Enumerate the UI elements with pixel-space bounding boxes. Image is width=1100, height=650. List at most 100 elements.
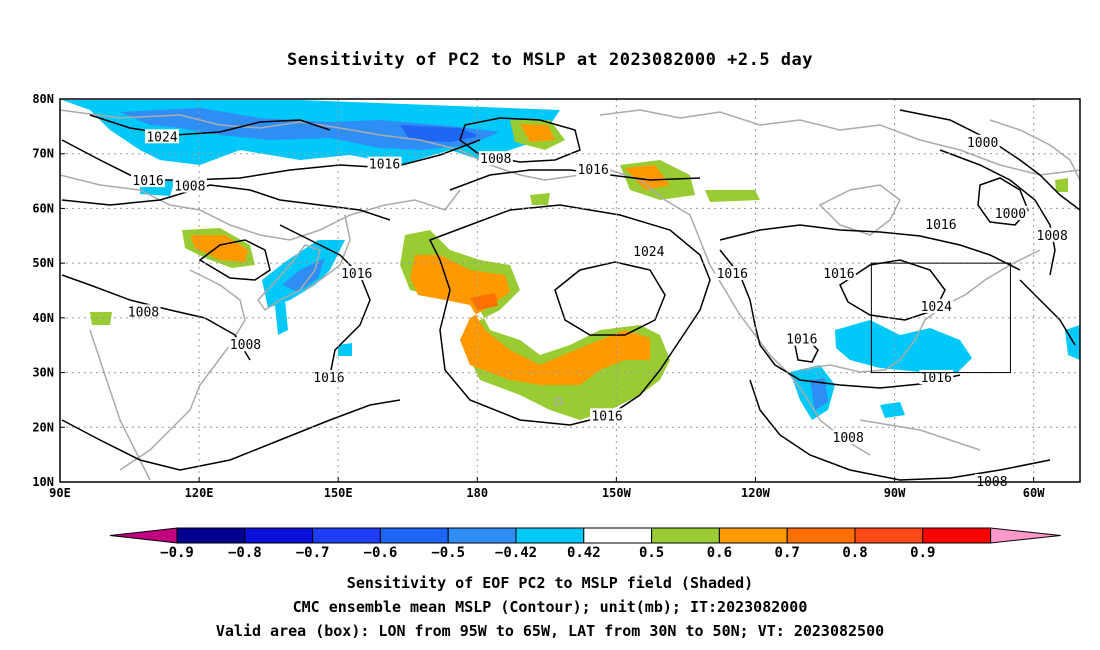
contour-label: 1016 [591, 409, 622, 424]
contour-label-bg [784, 331, 819, 346]
contour-label: 1016 [313, 371, 344, 386]
colorbar-label: −0.42 [495, 545, 537, 561]
contour-label-bg [993, 205, 1028, 220]
contour-label-bg [831, 430, 866, 445]
contour-label: 1016 [369, 158, 400, 173]
coast-se-asia [89, 329, 151, 481]
shade-pos-arctic-blob-core [520, 124, 555, 142]
lon-tick-label: 90W [884, 486, 906, 500]
colorbar-swatch [176, 527, 246, 544]
latitude-axis: 80N 70N 60N 50N 40N 30N 20N 10N [32, 92, 65, 489]
contour-label-bg [576, 162, 611, 177]
colorbar-over-triangle [990, 527, 1061, 544]
contour-1016-arctic [61, 139, 481, 181]
contour-1016-pacific-high [428, 204, 711, 426]
coast-canada-arctic [599, 109, 1080, 176]
contour-label: 1016 [925, 218, 956, 233]
colorbar: −0.9 −0.8 −0.7 −0.6 −0.5 −0.42 0.42 0.5 0.6 0.7 0.… [109, 527, 1061, 561]
contour-label: 1016 [341, 267, 372, 282]
contour-label: 1016 [578, 163, 609, 178]
colorbar-swatch [312, 527, 381, 544]
colorbar-swatch [515, 527, 585, 544]
lon-tick-label: 150E [324, 486, 353, 500]
valid-area-box [870, 262, 1011, 374]
colorbar-label: 0.8 [842, 545, 867, 561]
caption-line-3: Valid area (box): LON from 95W to 65W, L… [215, 622, 885, 640]
shade-pos-greenland [1055, 178, 1068, 192]
contour-label: 1008 [174, 180, 205, 195]
colorbar-label: −0.8 [228, 545, 262, 561]
contour-label-bg [478, 151, 513, 166]
colorbar-swatch [244, 527, 314, 544]
colorbar-label: 0.6 [707, 545, 732, 561]
contour-1008-kamchatka [198, 239, 271, 281]
coast-us-west [709, 264, 871, 456]
coast-hudson [818, 184, 901, 236]
lat-tick-label: 80N [32, 92, 54, 106]
lon-tick-label: 60W [1023, 486, 1045, 500]
lat-tick-label: 50N [32, 256, 54, 270]
shade-neg-caribbean [880, 402, 905, 418]
contour-label: 1016 [786, 333, 817, 348]
contour-label-bg [131, 173, 166, 188]
contour-1000-arctic [899, 109, 1080, 211]
colorbar-swatch [786, 527, 856, 544]
contour-label: 1000 [967, 136, 998, 151]
contour-1024-pacific-high [554, 261, 666, 336]
colorbar-swatch [447, 527, 517, 544]
contour-1008-atl [939, 149, 1056, 276]
colorbar-label: 0.5 [639, 545, 664, 561]
contour-label: 1024 [921, 300, 952, 315]
shade-neg-useast [835, 320, 972, 372]
contour-1008-highlow [459, 117, 581, 163]
contour-1016-canada [719, 224, 1021, 271]
contour-1008-china [61, 274, 251, 361]
coast-caribbean [859, 419, 981, 451]
coast-korea-china [119, 269, 246, 471]
shade-neg-japan-core [282, 258, 325, 292]
colorbar-label: −0.7 [296, 545, 330, 561]
contour-label-bg [367, 156, 402, 171]
grid-layer [60, 99, 1080, 482]
colorbar-swatch [583, 527, 653, 544]
coast-greenland [989, 119, 1080, 181]
contour-label-bg [821, 266, 856, 281]
lat-tick-label: 70N [32, 147, 54, 161]
colorbar-swatch [854, 527, 924, 544]
contour-layer [61, 109, 1080, 481]
caption-line-1: Sensitivity of EOF PC2 to MSLP field (Sh… [346, 574, 754, 592]
colorbar-label: 0.7 [775, 545, 800, 561]
contour-label: 1024 [146, 130, 177, 145]
contour-label: 1008 [128, 305, 159, 320]
colorbar-swatch [922, 527, 992, 544]
shade-pos-bering [530, 193, 550, 205]
coast-kamchatka [304, 214, 351, 291]
contour-label: 1000 [995, 207, 1026, 222]
contour-label: 1016 [921, 371, 952, 386]
contour-label-bg [965, 134, 1000, 149]
shade-neg-pacific-dot [338, 343, 352, 356]
contour-1016-japan [279, 224, 371, 376]
contour-label-bg [172, 178, 207, 193]
contour-label: 1008 [480, 152, 511, 167]
lat-tick-label: 30N [32, 366, 54, 380]
coast-gulf [799, 359, 901, 373]
shade-neg-gulf-core [810, 378, 828, 410]
colorbar-label: −0.6 [364, 545, 398, 561]
coastline-layer [60, 109, 1080, 481]
colorbar-label: 0.9 [910, 545, 935, 561]
lon-tick-label: 120E [185, 486, 214, 500]
contour-label-bg [919, 370, 954, 385]
shade-pos-canada [705, 190, 760, 202]
contour-label: 1016 [132, 174, 163, 189]
contour-label-bg [715, 266, 750, 281]
contour-label-bg [311, 370, 346, 385]
lat-tick-label: 10N [32, 475, 54, 489]
lon-tick-label: 150W [602, 486, 632, 500]
shade-pos-japan-sea [90, 312, 112, 325]
contour-1016-us-west [719, 249, 961, 389]
contour-label-bg [923, 216, 958, 231]
contour-1016-southasia [61, 399, 401, 471]
lat-tick-label: 60N [32, 201, 54, 215]
